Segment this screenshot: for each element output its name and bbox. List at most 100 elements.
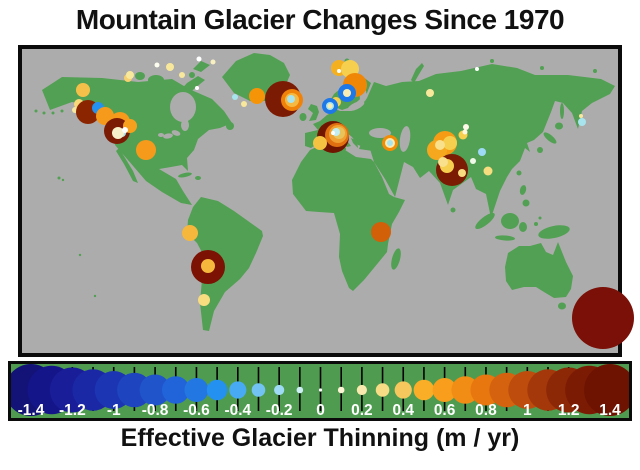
legend-tick-label: 0.2	[351, 402, 373, 418]
glacier-bubble-alaska	[76, 83, 90, 97]
glacier-bubble-coast-mountains	[112, 127, 124, 139]
new-siberian-islands	[540, 66, 544, 70]
legend-colorbar: -1.4 -1.2 -1 -0.8 -0.6 -0.4 -0.2 0 0.2 0.4 0.6 0.8 1…	[8, 361, 632, 421]
legend-bubble	[296, 386, 304, 394]
legend-tick-label: 1.4	[599, 402, 621, 418]
legend-bubble	[318, 388, 323, 392]
borneo	[501, 213, 519, 229]
sumatra	[475, 212, 495, 230]
glacier-bubble-arctic-canada	[196, 56, 202, 62]
great-lake	[158, 133, 164, 137]
legend-tick-label: -1.2	[59, 402, 86, 418]
world-map-panel	[18, 45, 634, 357]
lakes-and-seas	[158, 89, 411, 152]
legend-bubble	[394, 381, 412, 399]
glacier-bubble-arctic-canada	[154, 62, 160, 68]
legend-tick-label: -0.6	[183, 402, 210, 418]
moluccas	[534, 222, 538, 226]
glacier-bubble-central-asia	[463, 124, 469, 130]
luzon	[519, 185, 527, 195]
continent-north-america	[42, 77, 232, 205]
moluccas	[538, 216, 542, 220]
pacific-islet	[78, 253, 82, 257]
legend-bubble	[251, 383, 266, 397]
java	[495, 235, 515, 241]
legend-caption: Effective Glacier Thinning (m / yr)	[120, 424, 520, 452]
glacier-bubble-himalaya	[470, 158, 476, 164]
glacier-bubble-andes-north	[182, 225, 198, 241]
legend-bubble	[413, 379, 435, 401]
glacier-bubble-greenland	[232, 94, 238, 100]
legend-tick-label: -0.4	[224, 402, 251, 418]
legend-bubble	[584, 364, 629, 416]
legend-bubble	[375, 383, 390, 397]
legend-tick-label: 1.2	[558, 402, 580, 418]
tasmania	[558, 302, 566, 310]
legend-bubble	[139, 374, 171, 406]
honshu	[543, 132, 557, 144]
hispaniola	[195, 176, 201, 180]
glacier-bubble-new-zealand	[572, 287, 634, 349]
sakhalin	[560, 103, 564, 119]
legend-bubble	[274, 384, 285, 396]
legend-tick-label: 0.4	[392, 402, 414, 418]
glacier-bubble-rockies	[136, 140, 156, 160]
glacier-bubble-himalaya	[458, 169, 466, 177]
legend-bubble	[206, 379, 228, 401]
glacier-bubble-east-africa	[371, 222, 391, 242]
sulawesi	[519, 222, 527, 232]
glacier-bubble-scandinavia	[327, 103, 333, 109]
ellesmere-island	[193, 61, 210, 72]
legend-tick-label: -1.4	[18, 402, 45, 418]
black-sea	[369, 128, 391, 138]
landmasses	[34, 53, 615, 331]
baffin-island	[179, 76, 205, 97]
newfoundland	[226, 122, 234, 130]
glacier-bubble-greenland	[249, 88, 265, 104]
legend-scale: -1.4 -1.2 -1 -0.8 -0.6 -0.4 -0.2 0 0.2 0.4 0.6 0.8 1…	[11, 364, 629, 418]
glacier-bubble-himalaya	[478, 148, 486, 156]
glacier-bubble-arctic-canada	[179, 72, 185, 78]
kyushu	[537, 147, 543, 153]
pacific-islet	[93, 294, 97, 298]
hainan	[497, 178, 503, 184]
glacier-bubble-central-asia	[443, 136, 457, 150]
mindanao	[522, 199, 530, 207]
baja-peninsula	[116, 148, 138, 183]
world-map	[34, 53, 634, 349]
taiwan	[516, 170, 522, 176]
glacier-bubble-scandinavia	[343, 89, 351, 97]
australia	[505, 242, 573, 298]
glacier-bubble-central-asia	[462, 129, 468, 135]
aleutians	[51, 111, 55, 115]
hawaii	[61, 178, 65, 182]
greece	[351, 138, 358, 148]
legend-bubble	[432, 378, 457, 402]
aleutians	[42, 111, 46, 115]
glacier-bubble-alps	[331, 131, 335, 135]
aleutians	[60, 109, 64, 113]
glacier-bubble-svalbard	[337, 69, 341, 73]
devon-island	[189, 72, 195, 78]
legend-tick-label: 0.8	[475, 402, 497, 418]
glacier-bubble-coast-mountains	[122, 127, 128, 133]
turkey	[359, 144, 376, 151]
severnaya-zemlya	[490, 59, 494, 63]
great-lake	[171, 130, 181, 136]
glacier-bubble-greenland	[241, 101, 247, 107]
cuba	[178, 172, 192, 178]
britain	[308, 104, 319, 121]
glacier-bubble-himalaya	[483, 166, 493, 176]
legend-bubble	[356, 384, 367, 396]
new-guinea	[538, 225, 570, 239]
glacier-bubble-pyrenees	[313, 136, 327, 150]
glacier-bubble-arctic-siberia	[475, 67, 479, 71]
glacier-bubble-layer	[72, 56, 634, 349]
ireland	[299, 113, 307, 121]
hudson-bay	[170, 92, 196, 122]
legend-bubble	[184, 378, 209, 402]
glacier-bubble-arctic-canada	[210, 59, 216, 65]
continent-africa	[292, 145, 405, 291]
legend-bubble	[337, 386, 345, 394]
chart-title: Mountain Glacier Changes Since 1970	[75, 4, 565, 35]
